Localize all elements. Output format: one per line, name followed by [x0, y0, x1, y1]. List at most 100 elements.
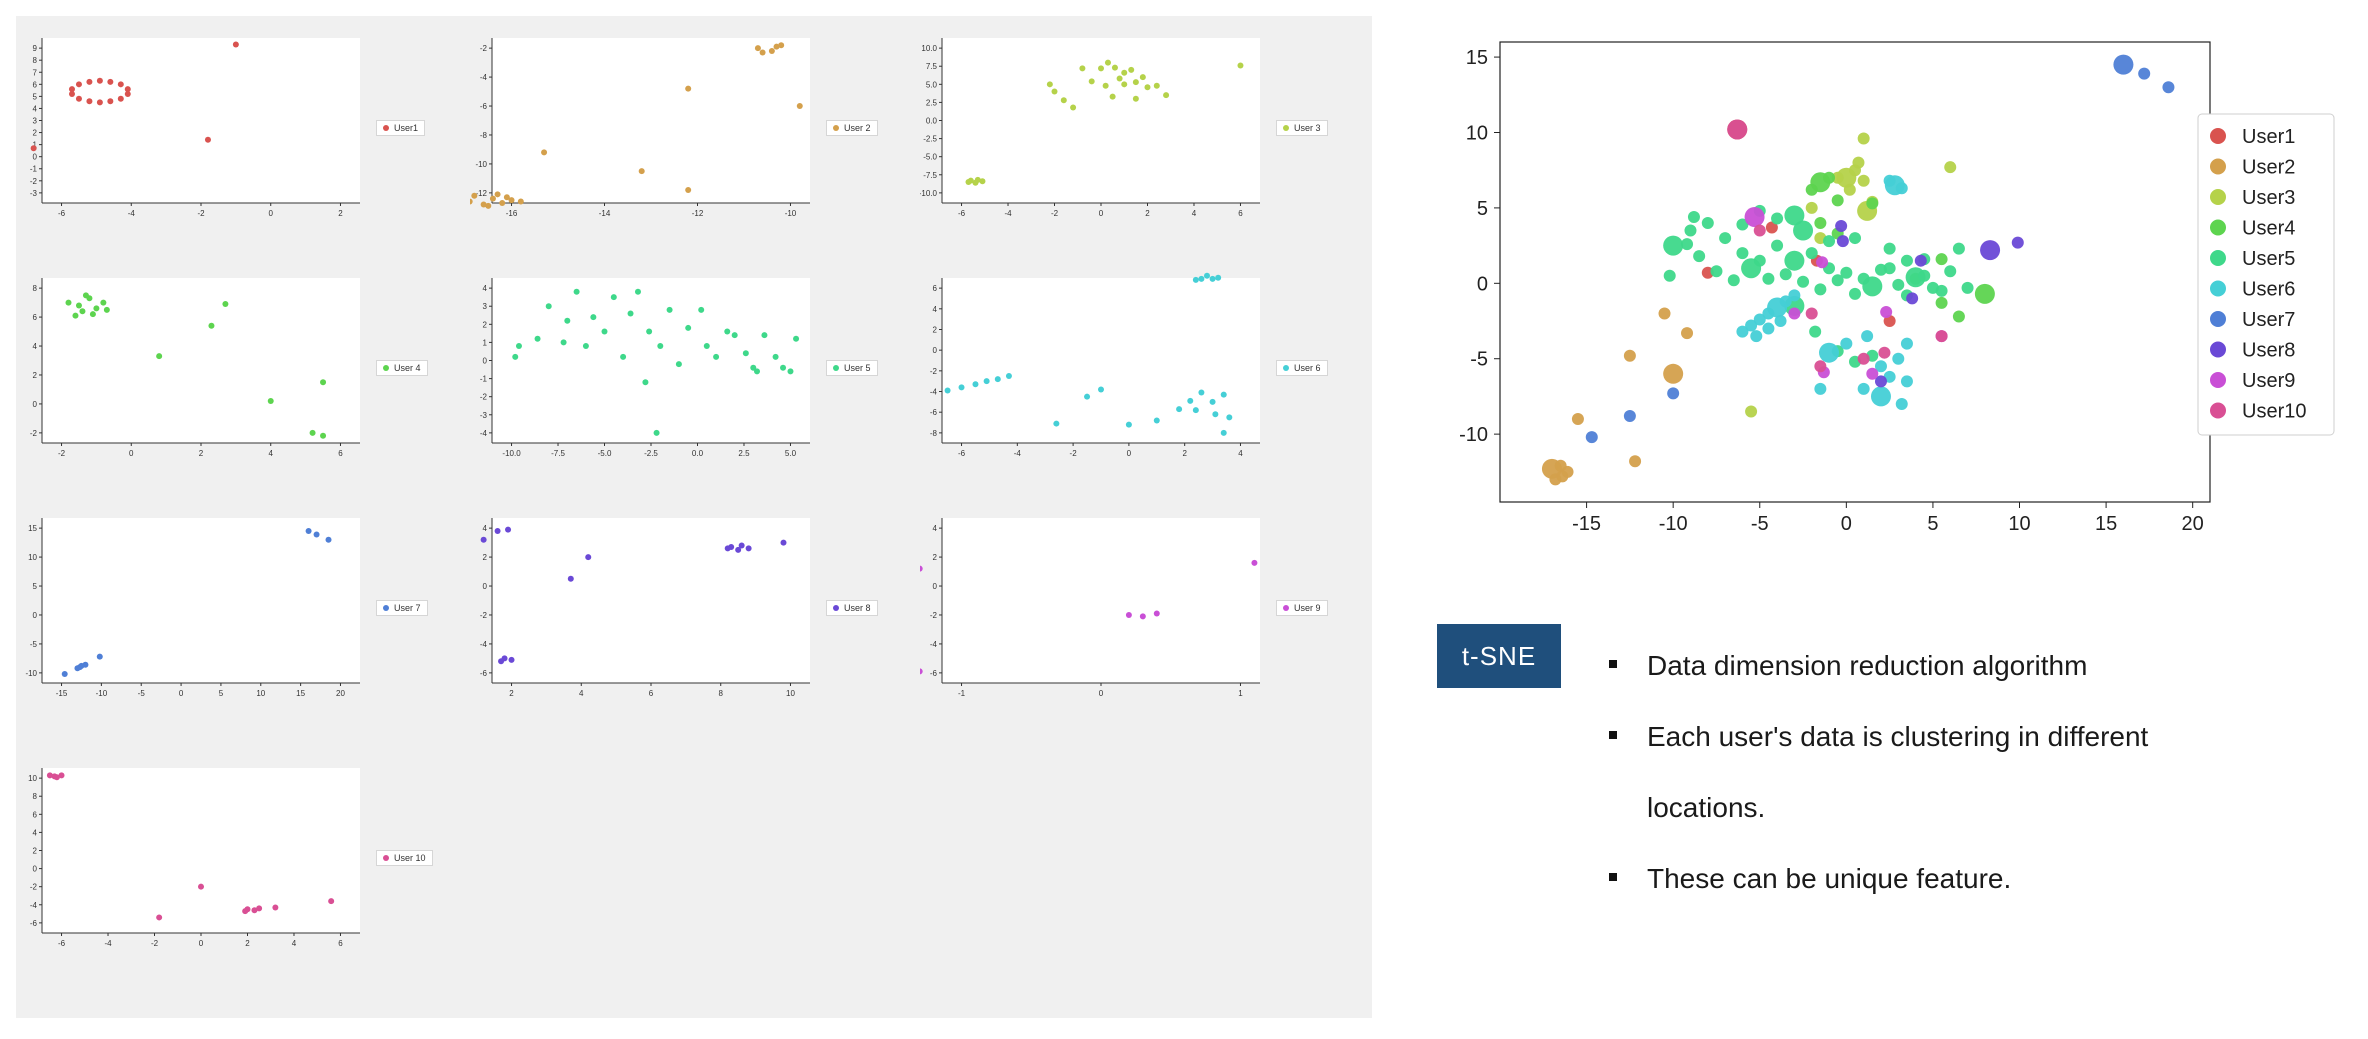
mini-point	[61, 671, 68, 678]
y-tick-label: 7	[33, 68, 38, 77]
mini-point	[505, 526, 512, 533]
y-tick-label: -10.0	[920, 189, 938, 198]
mini-point	[685, 324, 692, 331]
scatter-point	[1762, 322, 1775, 335]
scatter-point	[1836, 235, 1849, 248]
scatter-point	[1878, 346, 1891, 359]
mini-point	[1128, 66, 1135, 73]
y-tick-label: 1	[33, 141, 38, 150]
tsne-badge: t-SNE	[1437, 624, 1561, 688]
mini-point	[724, 328, 731, 335]
mini-chart-svg: -2 0 2 4 6 8 6 4 2 0 -2	[30, 278, 360, 458]
mini-point	[796, 103, 803, 110]
mini-point	[512, 353, 519, 360]
scatter-point	[1862, 276, 1883, 297]
mini-point	[778, 42, 785, 49]
y-tick-label: 0	[933, 582, 938, 591]
mini-point	[1198, 389, 1205, 396]
mini-point	[698, 306, 705, 313]
legend-label: User1	[394, 123, 419, 133]
x-tick-label: 4	[1238, 449, 1243, 458]
mini-point	[75, 81, 82, 88]
y-tick-label: 10	[1466, 122, 1488, 144]
mini-point	[107, 98, 114, 105]
x-tick-label: 20	[336, 689, 345, 698]
scatter-point	[1745, 319, 1758, 332]
bullet-item: Each user's data is clustering in differ…	[1605, 701, 2265, 843]
mini-point	[793, 335, 800, 342]
legend-label: User 9	[1294, 603, 1321, 613]
y-tick-label: -6	[930, 408, 938, 417]
mini-chart-svg: -6 -4 -2 0 2 9 8 7 6 5 4 3 2 1 0 -1 -2 -3	[30, 38, 360, 218]
mini-point	[573, 288, 580, 295]
mini-point	[117, 95, 124, 102]
mini-point	[958, 384, 965, 391]
mini-point	[103, 306, 110, 313]
scatter-point	[1866, 367, 1879, 380]
mini-point	[82, 661, 89, 668]
x-tick-label: 0.0	[692, 449, 704, 458]
y-tick-label: -4	[30, 901, 38, 910]
legend-marker-icon	[2210, 402, 2226, 419]
y-tick-label: -10	[475, 160, 487, 169]
mini-point	[1046, 81, 1053, 88]
y-tick-label: 15	[28, 524, 37, 533]
y-tick-label: -10	[25, 669, 37, 678]
user4-chart: -2 0 2 4 6 8 6 4 2 0 -2 User 4	[20, 268, 440, 488]
legend-dot-icon	[383, 125, 389, 131]
y-tick-label: 8	[33, 284, 38, 293]
mini-point	[745, 545, 752, 552]
mini-point	[1104, 59, 1111, 66]
mini-point	[1198, 275, 1205, 282]
plot-frame	[1499, 41, 2211, 503]
user5-chart: -10.0 -7.5 -5.0 -2.5 0.0 2.5 5.0 4 3 2 1 0 -1 -2 -3 -4 U…	[470, 268, 890, 488]
mini-chart-svg: -6 -4 -2 0 2 4 6 10 8 6 4 2 0 -2 -4 -6	[28, 768, 360, 948]
scatter-point	[1784, 250, 1805, 271]
legend-label: User 7	[394, 603, 421, 613]
mini-point	[627, 310, 634, 317]
scatter-point	[1623, 410, 1636, 423]
mini-point	[1139, 74, 1146, 81]
mini-point	[1220, 391, 1227, 398]
y-tick-label: -6	[480, 102, 488, 111]
scatter-point	[1840, 337, 1853, 350]
legend-label: User6	[2242, 279, 2295, 301]
y-tick-label: 2	[33, 371, 38, 380]
mini-point	[494, 191, 501, 198]
scatter-point	[1771, 239, 1784, 252]
y-tick-label: -4	[480, 640, 488, 649]
mini-point	[567, 575, 574, 582]
mini-point	[1215, 274, 1222, 281]
scatter-point	[1667, 387, 1680, 400]
scatter-point	[1554, 459, 1567, 472]
mini-point	[1111, 64, 1118, 71]
mini-point	[1079, 65, 1086, 72]
mini-point	[1053, 420, 1060, 427]
y-tick-label: 4	[483, 524, 488, 533]
x-tick-label: 20	[2182, 513, 2204, 535]
mini-point	[675, 361, 682, 368]
bullet-square-icon	[1609, 731, 1617, 739]
legend-dot-icon	[383, 855, 389, 861]
scatter-point	[1823, 171, 1836, 184]
mini-point	[703, 343, 710, 350]
legend-label: User2	[2242, 157, 2295, 179]
mini-point	[82, 292, 89, 299]
y-tick-label: 8	[33, 56, 38, 65]
y-tick-label: 4	[33, 828, 38, 837]
x-tick-label: -6	[958, 449, 966, 458]
x-tick-label: -2	[1070, 449, 1078, 458]
scatter-point	[1774, 315, 1787, 328]
mini-point	[724, 545, 731, 552]
mini-point	[638, 168, 645, 175]
x-tick-label: -4	[1014, 449, 1022, 458]
legend-label: User5	[2242, 248, 2295, 270]
mini-point	[30, 145, 37, 152]
scatter-point	[1866, 197, 1879, 210]
mini-point	[965, 179, 972, 186]
x-tick-label: -5.0	[598, 449, 612, 458]
mini-point	[1139, 613, 1146, 620]
mini-legend: User 2	[826, 120, 878, 136]
x-tick-label: -6	[58, 209, 66, 218]
x-tick-label: -2	[197, 209, 205, 218]
